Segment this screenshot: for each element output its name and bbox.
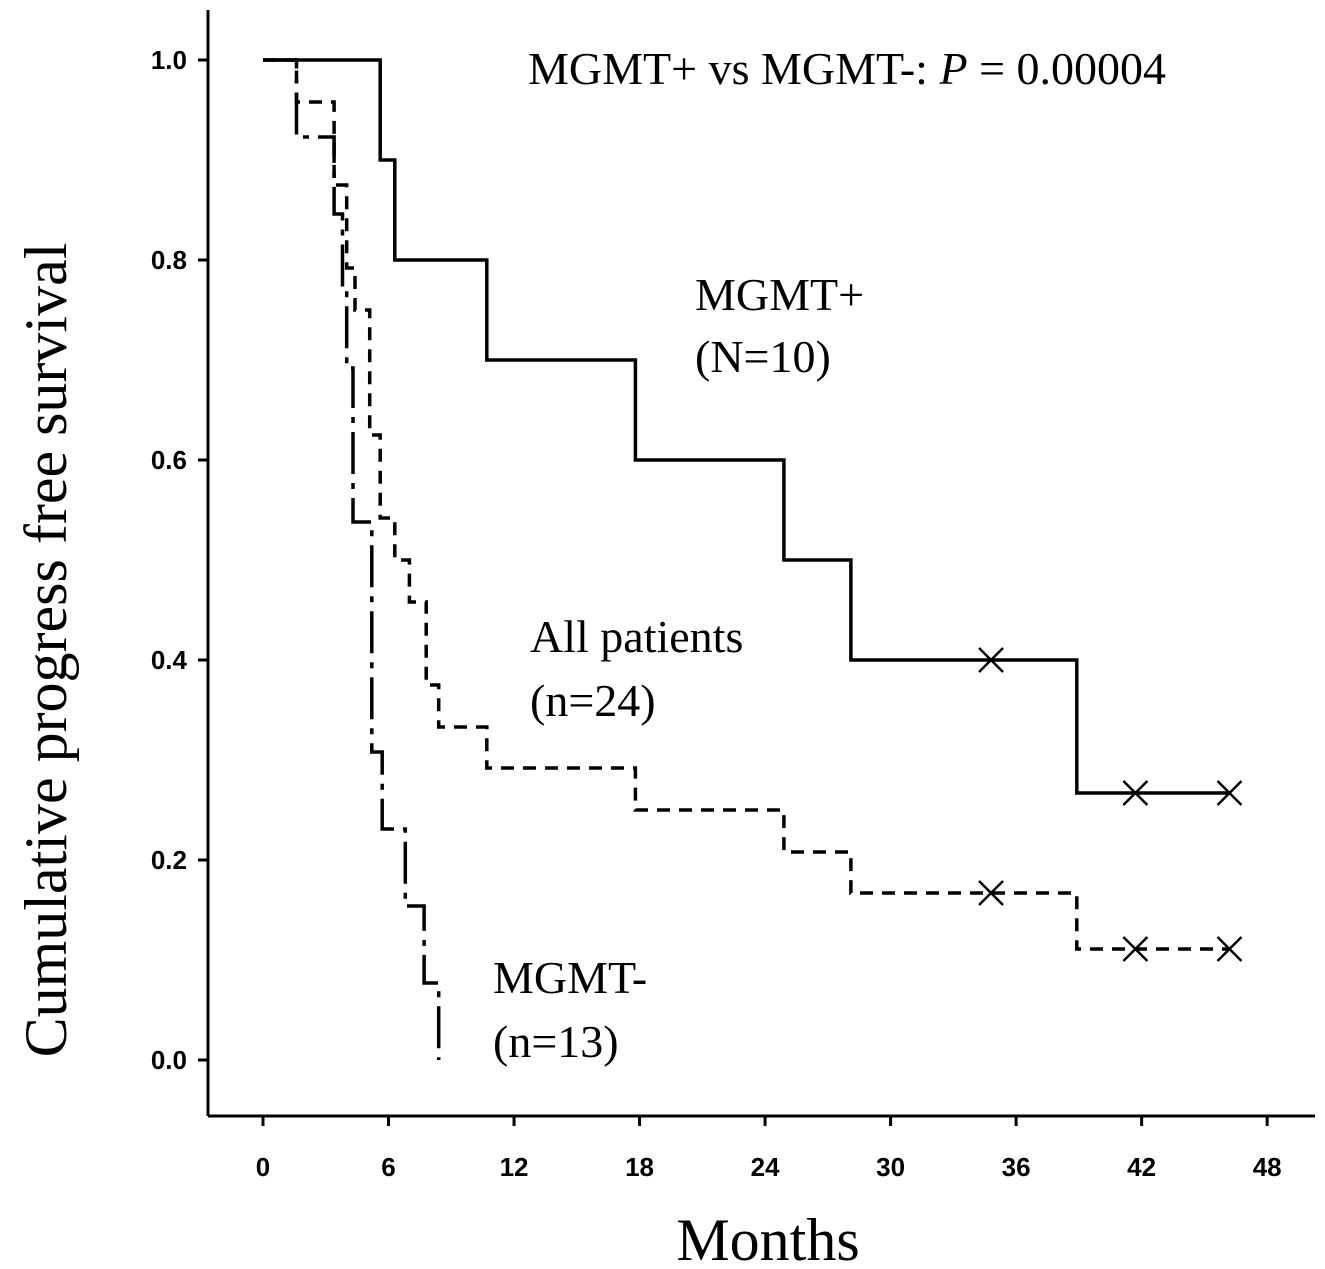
censor-mark bbox=[1122, 936, 1149, 962]
series-n-all-patients: (n=24) bbox=[530, 675, 656, 726]
censor-mark bbox=[978, 647, 1004, 673]
series-label-mgmt-pos: MGMT+ bbox=[695, 269, 864, 320]
annotation-prefix: MGMT+ vs MGMT-: bbox=[528, 43, 939, 94]
x-tick-label: 6 bbox=[381, 1152, 395, 1182]
x-tick-label: 48 bbox=[1253, 1152, 1282, 1182]
x-tick-label: 24 bbox=[751, 1152, 780, 1182]
axes bbox=[206, 10, 1315, 1118]
x-tick-label: 36 bbox=[1002, 1152, 1031, 1182]
series-label-mgmt-neg: MGMT- bbox=[493, 952, 647, 1003]
x-tick-label: 18 bbox=[625, 1152, 654, 1182]
series-line-1 bbox=[263, 58, 1230, 951]
y-tick-label: 0.6 bbox=[151, 445, 187, 475]
censor-mark bbox=[1216, 936, 1243, 962]
x-tick-label: 0 bbox=[256, 1152, 270, 1182]
x-tick-label: 42 bbox=[1127, 1152, 1156, 1182]
censor-mark bbox=[978, 880, 1004, 906]
annotation: MGMT+ vs MGMT-: P = 0.00004 bbox=[528, 43, 1166, 94]
annotation-p-symbol: P bbox=[938, 43, 967, 94]
series-label-all-patients: All patients bbox=[530, 611, 743, 662]
x-tick-label: 12 bbox=[500, 1152, 529, 1182]
x-tick-label: 30 bbox=[876, 1152, 905, 1182]
series-n-mgmt-neg: (n=13) bbox=[493, 1016, 619, 1067]
y-axis-title: Cumulative progress free survival bbox=[13, 243, 79, 1058]
annotation-p-value: = 0.00004 bbox=[968, 43, 1166, 94]
ticks: 0 6 12 18 24 30 36 42 48 0.0 0.2 0.4 0.6 0.8 1.0 bbox=[151, 45, 1282, 1182]
y-tick-label: 0.4 bbox=[151, 645, 188, 675]
series-line-2 bbox=[263, 58, 441, 1060]
survival-curves bbox=[263, 58, 1243, 1060]
series-line-0 bbox=[263, 58, 1230, 795]
y-tick-label: 1.0 bbox=[151, 45, 187, 75]
y-tick-label: 0.8 bbox=[151, 245, 187, 275]
series-n-mgmt-pos: (N=10) bbox=[695, 331, 831, 382]
y-tick-label: 0.2 bbox=[151, 845, 187, 875]
labels: MGMT+ vs MGMT-: P = 0.00004 MGMT+ (N=10)… bbox=[13, 43, 1166, 1269]
y-tick-label: 0.0 bbox=[151, 1045, 187, 1075]
censor-mark bbox=[1122, 780, 1149, 806]
censor-mark bbox=[1216, 780, 1243, 806]
x-axis-title: Months bbox=[676, 1207, 859, 1269]
